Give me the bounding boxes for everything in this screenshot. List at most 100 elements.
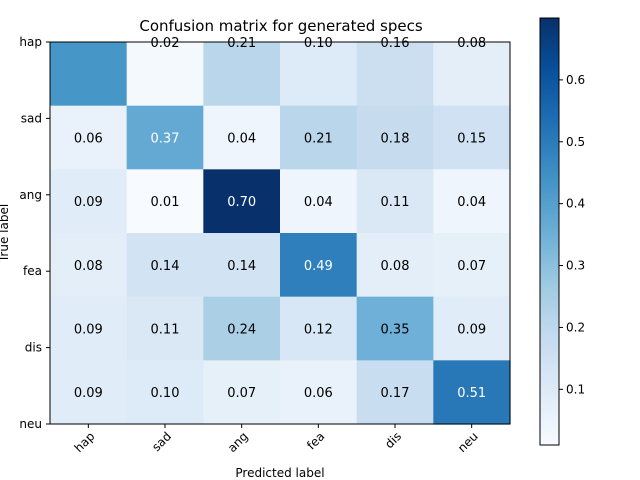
x-tick-label: sad [149, 429, 174, 454]
x-tick-label: ang [225, 429, 251, 455]
heatmap-cell [280, 105, 358, 170]
chart-title: Confusion matrix for generated specs [139, 17, 422, 35]
heatmap-cell [433, 42, 511, 107]
heatmap-cell [50, 169, 128, 234]
heatmap-cell [126, 169, 204, 234]
heatmap-cell [433, 296, 511, 361]
cell-value-label: 0.17 [381, 386, 410, 401]
cell-value-label: 0.49 [304, 259, 333, 274]
y-axis-label: True label [0, 204, 11, 263]
heatmap-cell [203, 296, 281, 361]
heatmap-cell [203, 169, 281, 234]
cell-value-label: 0.35 [381, 323, 410, 338]
heatmap-cell [433, 233, 511, 298]
x-tick-label: dis [382, 429, 404, 451]
cell-value-label: 0.16 [381, 36, 410, 51]
colorbar-tick-label: 0.2 [566, 320, 585, 334]
y-tick-label: hap [19, 35, 42, 49]
cell-value-label: 0.04 [227, 132, 256, 147]
heatmap-cell [280, 360, 358, 425]
heatmap-cell [280, 296, 358, 361]
heatmap-cell [356, 42, 434, 107]
x-tick-label: fea [304, 429, 327, 452]
heatmap-cell [280, 233, 358, 298]
cell-value-label: 0.09 [74, 323, 103, 338]
cell-value-label: 0.51 [457, 386, 486, 401]
heatmap-cell [126, 296, 204, 361]
cell-value-label: 0.37 [151, 132, 180, 147]
x-tick-label: hap [72, 429, 98, 455]
y-tick-label: sad [21, 111, 42, 125]
colorbar-tick-label: 0.3 [566, 259, 585, 273]
y-tick-label: ang [19, 188, 42, 202]
cell-value-label: 0.12 [304, 323, 333, 338]
heatmap-cell [126, 233, 204, 298]
y-tick-label: fea [23, 264, 42, 278]
cell-value-label: 0.18 [381, 132, 410, 147]
cell-value-label: 0.10 [304, 36, 333, 51]
cell-value-label: 0.21 [304, 132, 333, 147]
heatmap-cell [203, 233, 281, 298]
cell-value-label: 0.15 [457, 132, 486, 147]
heatmap-cell [50, 42, 128, 107]
colorbar-tick-label: 0.6 [566, 73, 585, 87]
cell-value-label: 0.14 [227, 259, 256, 274]
cell-value-label: 0.08 [381, 259, 410, 274]
colorbar-tick-label: 0.5 [566, 135, 585, 149]
heatmap-cell [203, 105, 281, 170]
heatmap-cell [356, 360, 434, 425]
heatmap-cell [126, 360, 204, 425]
x-tick-label: neu [455, 429, 481, 455]
heatmap-cell [280, 42, 358, 107]
x-axis-label: Predicted label [235, 466, 324, 480]
cell-value-label: 0.06 [304, 386, 333, 401]
heatmap-cell [203, 360, 281, 425]
cell-value-label: 0.02 [151, 36, 180, 51]
heatmap-cell [433, 169, 511, 234]
plot-frame [49, 41, 511, 425]
y-tick-label: dis [25, 341, 42, 355]
colorbar-tick-label: 0.1 [566, 382, 585, 396]
heatmap-cell [356, 169, 434, 234]
heatmap-cells [50, 42, 511, 425]
heatmap-cell [126, 42, 204, 107]
cell-value-label: 0.04 [457, 195, 486, 210]
cell-value-label: 0.24 [227, 323, 256, 338]
cell-value-label: 0.09 [457, 323, 486, 338]
cell-value-label: 0.11 [381, 195, 410, 210]
colorbar-tick-label: 0.4 [566, 197, 585, 211]
cell-value-label: 0.21 [227, 36, 256, 51]
heatmap-cell [280, 169, 358, 234]
colorbar-ticks: 0.1 0.2 0.3 0.4 0.5 0.6 [559, 73, 585, 396]
cell-value-label: 0.04 [304, 195, 333, 210]
y-tick-label: neu [19, 417, 42, 431]
cell-value-label: 0.70 [227, 195, 256, 210]
heatmap-cell [356, 233, 434, 298]
y-axis-ticks: hap sad ang fea dis neu [19, 35, 50, 431]
heatmap-cell [203, 42, 281, 107]
colorbar [539, 17, 560, 446]
heatmap-cell [126, 105, 204, 170]
cell-value-label: 0.14 [151, 259, 180, 274]
cell-value-label: 0.08 [457, 36, 486, 51]
heatmap-cell [50, 233, 128, 298]
cell-value-label: 0.07 [227, 386, 256, 401]
heatmap-cell [356, 105, 434, 170]
x-axis-ticks: hap sad ang fea dis neu [72, 424, 481, 455]
cell-value-label: 0.10 [151, 386, 180, 401]
heatmap-cell [50, 105, 128, 170]
heatmap-cell [433, 105, 511, 170]
cell-value-label: 0.07 [457, 259, 486, 274]
cell-value-label: 0.11 [151, 323, 180, 338]
heatmap-cell [433, 360, 511, 425]
cell-value-label: 0.06 [74, 132, 103, 147]
cell-value-label: 0.09 [74, 195, 103, 210]
heatmap-cell-labels: 0.02 0.21 0.10 0.16 0.08 0.06 0.37 0.04 0.21 0.18… [74, 36, 486, 401]
cell-value-label: 0.01 [151, 195, 180, 210]
cell-value-label: 0.09 [74, 386, 103, 401]
heatmap-cell [50, 296, 128, 361]
heatmap-cell [356, 296, 434, 361]
cell-value-label: 0.08 [74, 259, 103, 274]
heatmap-cell [50, 360, 128, 425]
